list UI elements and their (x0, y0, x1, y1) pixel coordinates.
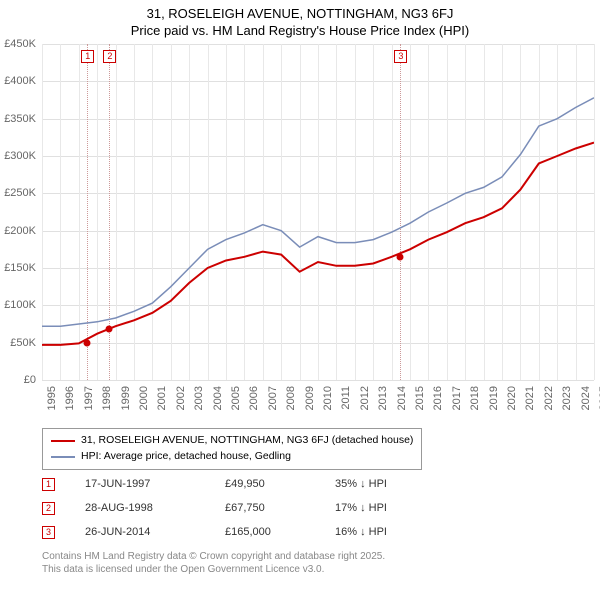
y-tick-label: £400K (4, 75, 36, 87)
transaction-date: 26-JUN-2014 (85, 526, 225, 538)
transaction-delta: 17% ↓ HPI (335, 502, 387, 514)
x-tick-label: 2021 (524, 386, 536, 410)
transaction-marker: 2 (103, 50, 116, 63)
hpi-line (42, 98, 594, 326)
x-tick-label: 1999 (120, 386, 132, 410)
x-tick-label: 1998 (101, 386, 113, 410)
x-tick-label: 2007 (267, 386, 279, 410)
y-axis-labels: £0£50K£100K£150K£200K£250K£300K£350K£400… (0, 44, 40, 380)
x-tick-label: 2016 (432, 386, 444, 410)
x-tick-label: 1996 (64, 386, 76, 410)
footer-line1: Contains HM Land Registry data © Crown c… (42, 550, 385, 563)
x-tick-label: 1995 (46, 386, 58, 410)
transaction-delta: 35% ↓ HPI (335, 478, 387, 490)
x-tick-label: 2015 (414, 386, 426, 410)
y-tick-label: £0 (24, 374, 36, 386)
x-tick-label: 2014 (396, 386, 408, 410)
y-tick-label: £50K (10, 337, 36, 349)
y-tick-label: £450K (4, 38, 36, 50)
x-tick-label: 2020 (506, 386, 518, 410)
y-tick-label: £200K (4, 225, 36, 237)
x-tick-label: 1997 (83, 386, 95, 410)
x-tick-label: 2003 (193, 386, 205, 410)
title-line2: Price paid vs. HM Land Registry's House … (0, 23, 600, 40)
x-tick-label: 2001 (156, 386, 168, 410)
transaction-date: 28-AUG-1998 (85, 502, 225, 514)
x-tick-label: 2000 (138, 386, 150, 410)
gridline-v (594, 44, 595, 380)
transaction-price: £49,950 (225, 478, 335, 490)
title-line1: 31, ROSELEIGH AVENUE, NOTTINGHAM, NG3 6F… (0, 6, 600, 23)
chart-title-block: 31, ROSELEIGH AVENUE, NOTTINGHAM, NG3 6F… (0, 0, 600, 40)
legend-label-hpi: HPI: Average price, detached house, Gedl… (81, 449, 291, 465)
y-tick-label: £300K (4, 150, 36, 162)
plot-area: 12 3 (42, 44, 594, 380)
x-tick-label: 2004 (212, 386, 224, 410)
transaction-row-marker: 3 (42, 526, 55, 539)
y-tick-label: £350K (4, 113, 36, 125)
x-tick-label: 2005 (230, 386, 242, 410)
footer-attribution: Contains HM Land Registry data © Crown c… (42, 550, 385, 576)
x-tick-label: 2012 (359, 386, 371, 410)
x-tick-label: 2011 (340, 386, 352, 410)
transaction-row: 3 26-JUN-2014£165,00016% ↓ HPI (42, 520, 387, 544)
transaction-marker: 3 (394, 50, 407, 63)
y-tick-label: £150K (4, 262, 36, 274)
x-tick-label: 2002 (175, 386, 187, 410)
x-tick-label: 2023 (561, 386, 573, 410)
legend-row-property: 31, ROSELEIGH AVENUE, NOTTINGHAM, NG3 6F… (51, 433, 413, 449)
transaction-point (106, 326, 113, 333)
x-tick-label: 2017 (451, 386, 463, 410)
transactions-table: 1 17-JUN-1997£49,95035% ↓ HPI 2 28-AUG-1998… (42, 472, 387, 544)
x-tick-label: 2019 (488, 386, 500, 410)
chart-container: 31, ROSELEIGH AVENUE, NOTTINGHAM, NG3 6F… (0, 0, 600, 590)
x-tick-label: 2022 (543, 386, 555, 410)
legend-box: 31, ROSELEIGH AVENUE, NOTTINGHAM, NG3 6F… (42, 428, 422, 470)
legend-swatch-property (51, 440, 75, 443)
transaction-point (84, 339, 91, 346)
legend-label-property: 31, ROSELEIGH AVENUE, NOTTINGHAM, NG3 6F… (81, 433, 413, 449)
transaction-row-marker: 1 (42, 478, 55, 491)
legend-swatch-hpi (51, 456, 75, 458)
transaction-delta: 16% ↓ HPI (335, 526, 387, 538)
footer-line2: This data is licensed under the Open Gov… (42, 563, 385, 576)
transaction-row: 1 17-JUN-1997£49,95035% ↓ HPI (42, 472, 387, 496)
transaction-marker: 1 (81, 50, 94, 63)
transaction-price: £165,000 (225, 526, 335, 538)
x-tick-label: 2024 (580, 386, 592, 410)
transaction-row: 2 28-AUG-1998£67,75017% ↓ HPI (42, 496, 387, 520)
legend-row-hpi: HPI: Average price, detached house, Gedl… (51, 449, 413, 465)
x-axis-labels: 1995 1996 1997 1998 1999 2000 2001 2002 2003 2004… (42, 382, 594, 432)
y-tick-label: £100K (4, 299, 36, 311)
gridline-h (42, 380, 594, 381)
x-tick-label: 2008 (285, 386, 297, 410)
x-tick-label: 2013 (377, 386, 389, 410)
y-tick-label: £250K (4, 187, 36, 199)
x-tick-label: 2010 (322, 386, 334, 410)
transaction-price: £67,750 (225, 502, 335, 514)
transaction-point (397, 253, 404, 260)
x-tick-label: 2006 (248, 386, 260, 410)
transaction-row-marker: 2 (42, 502, 55, 515)
x-tick-label: 2009 (304, 386, 316, 410)
transaction-date: 17-JUN-1997 (85, 478, 225, 490)
chart-lines-svg (42, 44, 594, 380)
x-tick-label: 2018 (469, 386, 481, 410)
